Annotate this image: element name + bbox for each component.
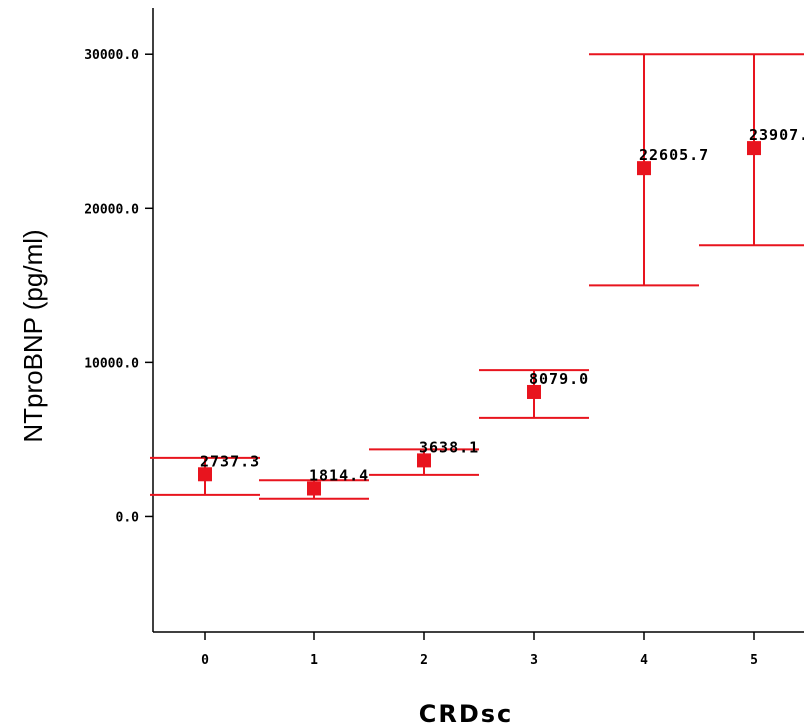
- error-bar: [699, 53, 804, 247]
- mean-marker: [198, 467, 212, 482]
- x-tick-label: 4: [640, 653, 648, 668]
- mean-marker: [747, 141, 761, 156]
- y-tick-label: 20000.0: [84, 202, 139, 217]
- y-tick-label: 0.0: [116, 510, 140, 525]
- mean-marker: [527, 384, 541, 399]
- mean-marker: [307, 481, 321, 496]
- axes: [152, 8, 804, 633]
- x-ticks: 0 1 2 3 4 5: [201, 632, 758, 668]
- error-bar: [589, 53, 699, 287]
- error-bars: [150, 53, 804, 500]
- data-label: 3638.1: [419, 438, 479, 456]
- mean-marker: [417, 453, 431, 468]
- mean-marker: [637, 161, 651, 176]
- error-bar: [259, 479, 369, 500]
- error-bar: [369, 448, 479, 476]
- data-label: 22605.7: [639, 146, 709, 164]
- y-axis-title: NTproBNP (pg/ml): [18, 229, 48, 442]
- x-tick-label: 1: [310, 653, 318, 668]
- x-axis-title: CRDsc: [419, 700, 514, 728]
- data-label: 8079.0: [529, 370, 589, 388]
- x-tick-label: 0: [201, 653, 209, 668]
- data-label: 2737.3: [200, 452, 260, 470]
- x-tick-label: 2: [420, 653, 428, 668]
- x-tick-label: 5: [750, 653, 758, 668]
- x-tick-label: 3: [530, 653, 538, 668]
- y-tick-label: 10000.0: [84, 356, 139, 371]
- error-bar: [150, 456, 260, 496]
- y-tick-label: 30000.0: [84, 48, 139, 63]
- data-label: 1814.4: [309, 466, 369, 484]
- data-label: 23907.0: [749, 126, 804, 144]
- y-ticks: 0.0 10000.0 20000.0 30000.0: [84, 48, 153, 525]
- error-bar: [479, 369, 589, 419]
- data-labels: 2737.3 1814.4 3638.1 8079.0 22605.7 23907.0: [200, 126, 804, 484]
